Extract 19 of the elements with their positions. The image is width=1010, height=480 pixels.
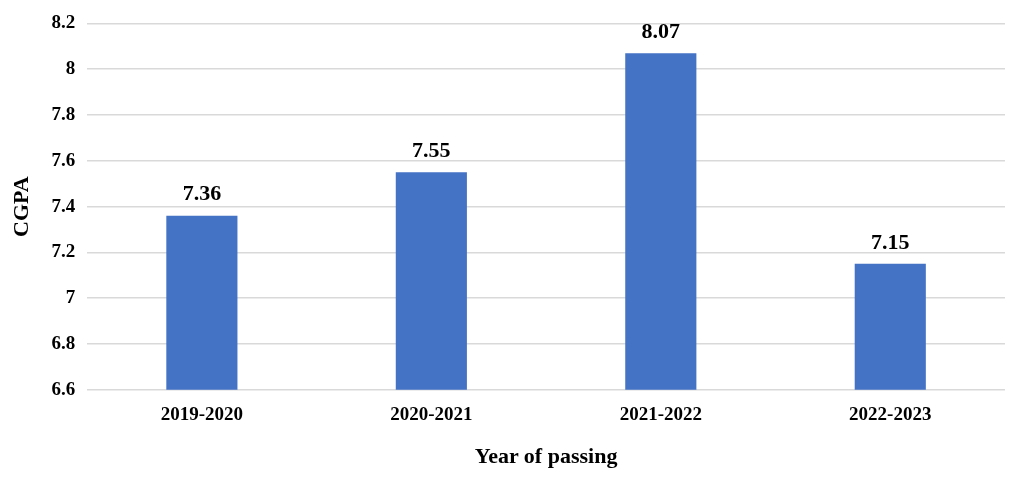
data-label: 7.55 [412, 136, 451, 162]
data-label: 8.07 [641, 17, 681, 43]
x-tick-label: 2022-2023 [849, 403, 932, 425]
y-tick-label: 6.6 [51, 377, 76, 399]
y-tick-label: 8 [65, 57, 76, 79]
y-tick-label: 7.4 [51, 194, 76, 216]
data-label: 7.15 [871, 228, 910, 254]
y-tick-label: 6.8 [51, 331, 76, 353]
y-tick-label: 7.2 [51, 240, 76, 262]
x-tick-label: 2019-2020 [160, 403, 244, 425]
y-tick-label: 7 [65, 286, 76, 308]
y-axis-title: CGPA [7, 176, 33, 237]
y-tick-label: 7.8 [51, 102, 76, 124]
y-tick-label: 7.6 [51, 148, 76, 170]
data-label: 7.36 [182, 180, 222, 206]
x-tick-label: 2021-2022 [619, 403, 702, 425]
x-tick-label: 2020-2021 [390, 403, 473, 425]
y-tick-label: 8.2 [51, 11, 76, 33]
x-axis-title: Year of passing [474, 443, 618, 469]
